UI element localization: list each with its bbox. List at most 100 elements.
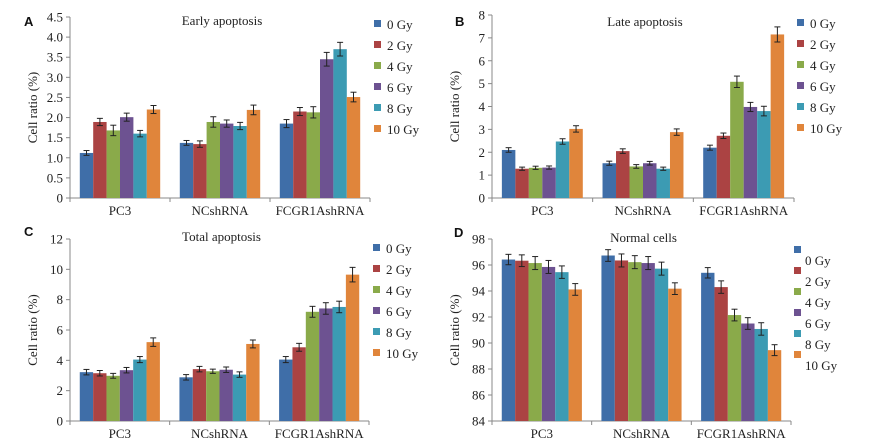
- bar-ncshrna-6gy: [643, 163, 657, 198]
- legend: 0 Gy 2 Gy 4 Gy 6 Gy 8 Gy 10 Gy: [794, 246, 838, 373]
- legend-swatch: [797, 103, 804, 110]
- legend-item: 0 Gy: [373, 241, 412, 256]
- bar-fcgr1ashrna-8gy: [757, 111, 771, 198]
- error-bar: [706, 144, 713, 151]
- legend-item: 10 Gy: [374, 122, 420, 137]
- legend-item: 4 Gy: [794, 288, 831, 310]
- legend-item: 8 Gy: [374, 101, 413, 116]
- error-bar: [546, 165, 553, 170]
- y-axis-title: Cell ratio (%): [447, 71, 462, 142]
- bar-ncshrna-0gy: [601, 255, 615, 421]
- legend-label: 6 Gy: [810, 79, 836, 94]
- error-bar: [209, 368, 216, 374]
- legend-item: 0 Gy: [794, 246, 831, 268]
- error-bar: [223, 119, 230, 128]
- legend-swatch: [373, 328, 380, 335]
- bar-fcgr1ashrna-6gy: [743, 106, 758, 198]
- y-tick-label: 4: [57, 353, 64, 368]
- legend-label: 4 Gy: [810, 58, 836, 73]
- bar-fcgr1ashrna-8gy: [332, 306, 346, 421]
- legend-item: 6 Gy: [373, 304, 412, 319]
- bar-pc3-2gy: [515, 168, 529, 198]
- error-bar: [196, 140, 203, 148]
- y-axis-title: Cell ratio (%): [25, 294, 40, 365]
- panel-letter: B: [455, 14, 464, 29]
- y-tick-label: 0: [57, 414, 64, 429]
- legend-label: 8 Gy: [805, 337, 831, 352]
- bar-pc3-4gy: [528, 263, 542, 421]
- error-bar: [619, 148, 626, 154]
- bar-ncshrna-0gy: [602, 163, 617, 198]
- x-category-label: PC3: [531, 203, 553, 218]
- legend-item: 2 Gy: [373, 262, 412, 277]
- error-bar: [309, 305, 316, 318]
- legend-label: 6 Gy: [387, 80, 413, 95]
- error-bar: [720, 132, 727, 140]
- x-category-label: FCGR1AshRNA: [276, 203, 365, 218]
- y-tick-label: 3.5: [47, 50, 63, 65]
- error-bar: [505, 253, 512, 266]
- bar-fcgr1ashrna-4gy: [306, 112, 320, 198]
- y-tick-label: 90: [472, 336, 485, 351]
- y-axis-title: Cell ratio (%): [447, 294, 462, 365]
- y-tick-label: 8: [479, 8, 486, 23]
- legend-swatch: [373, 349, 380, 356]
- bar-fcgr1ashrna-0gy: [701, 272, 715, 421]
- legend-swatch: [794, 351, 801, 358]
- y-tick-label: 3.0: [47, 70, 63, 85]
- bar-fcgr1ashrna-6gy: [741, 323, 755, 421]
- legend-label: 8 Gy: [386, 325, 412, 340]
- error-bar: [774, 26, 781, 43]
- error-bar: [123, 366, 130, 374]
- legend-label: 0 Gy: [386, 241, 412, 256]
- legend-swatch: [373, 244, 380, 251]
- error-bar: [704, 267, 711, 279]
- error-bar: [223, 366, 230, 373]
- bar-fcgr1ashrna-10gy: [345, 274, 360, 421]
- legend-item: 4 Gy: [374, 59, 413, 74]
- bar-pc3-10gy: [568, 289, 582, 421]
- bar-ncshrna-2gy: [192, 369, 207, 421]
- bar-pc3-6gy: [119, 370, 134, 421]
- bar-pc3-10gy: [146, 342, 160, 421]
- error-bar: [323, 51, 330, 67]
- chart-title: Normal cells: [610, 230, 677, 245]
- y-tick-label: 12: [50, 232, 63, 247]
- y-tick-label: 4.0: [47, 30, 63, 45]
- legend-item: 8 Gy: [794, 330, 831, 352]
- bar-ncshrna-8gy: [654, 268, 669, 421]
- y-tick-label: 1: [479, 168, 486, 183]
- error-bar: [733, 75, 740, 89]
- x-category-label: NCshRNA: [613, 426, 671, 441]
- y-tick-label: 2: [57, 383, 64, 398]
- error-bar: [237, 121, 244, 131]
- bar-pc3-10gy: [146, 109, 161, 198]
- bar-fcgr1ashrna-2gy: [293, 111, 307, 198]
- legend-swatch: [797, 19, 804, 26]
- error-bar: [249, 339, 256, 349]
- legend-item: 10 Gy: [794, 351, 838, 373]
- error-bar: [310, 106, 317, 119]
- legend: 0 Gy 2 Gy 4 Gy 6 Gy 8 Gy 10 Gy: [374, 17, 420, 137]
- panel-late-apoptosis: B Late apoptosis Cell ratio (%) 0 1 2 3 4 5 6 7 8 PC…: [440, 0, 871, 222]
- error-bar: [618, 253, 625, 268]
- y-tick-label: 0: [57, 191, 64, 206]
- error-bar: [137, 129, 144, 138]
- bar-ncshrna-10gy: [668, 288, 682, 421]
- panel-total-apoptosis: C Total apoptosis Cell ratio (%) 0 2 4 6 8 10 12 P…: [0, 222, 440, 448]
- bar-ncshrna-6gy: [220, 123, 234, 198]
- bar-fcgr1ashrna-4gy: [727, 315, 742, 421]
- legend-label: 4 Gy: [805, 295, 831, 310]
- bar-ncshrna-2gy: [616, 151, 630, 198]
- legend-label: 8 Gy: [387, 101, 413, 116]
- y-tick-label: 0: [479, 191, 486, 206]
- error-bar: [123, 112, 130, 122]
- bar-fcgr1ashrna-0gy: [703, 147, 717, 198]
- error-bar: [532, 165, 539, 170]
- error-bar: [532, 256, 539, 271]
- legend-swatch: [374, 20, 381, 27]
- bar-ncshrna-10gy: [669, 132, 684, 198]
- error-bar: [658, 261, 665, 276]
- bar-ncshrna-2gy: [614, 260, 629, 421]
- legend-swatch: [374, 41, 381, 48]
